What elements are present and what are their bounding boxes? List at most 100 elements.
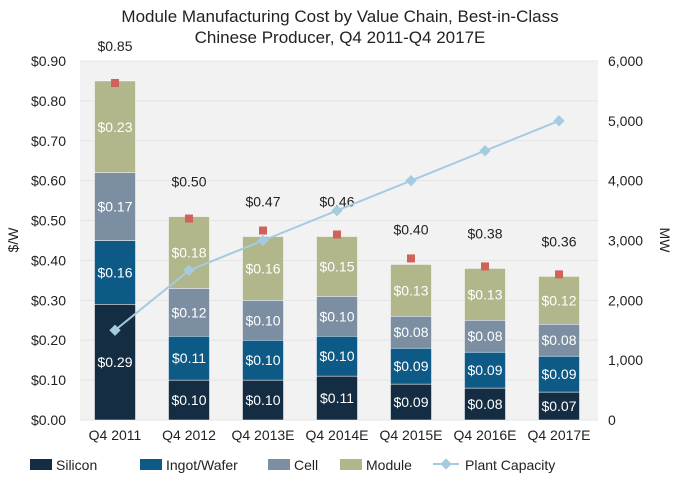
bar-segment-ingot-wafer (168, 335, 210, 381)
data-label: $0.18 (171, 244, 206, 260)
total-label: $0.38 (467, 225, 502, 241)
data-label: $0.15 (319, 258, 354, 274)
y-tick-label: $0.20 (31, 332, 66, 348)
x-tick-label: Q4 2014E (305, 427, 368, 443)
bar-segment-module (464, 268, 506, 321)
y2-tick-label: 5,000 (608, 113, 643, 129)
x-tick-label: Q4 2011 (89, 427, 142, 443)
data-label: $0.13 (467, 286, 502, 302)
bar-segment-ingot-wafer (242, 339, 284, 381)
data-label: $0.09 (393, 358, 428, 374)
bar-segment-ingot-wafer (390, 347, 432, 385)
y-tick-label: $0.40 (31, 252, 66, 268)
chart-title: Module Manufacturing Cost by Value Chain… (121, 7, 558, 26)
x-tick-label: Q4 2017E (527, 427, 590, 443)
plant-capacity-point (257, 234, 269, 247)
legend-label: Cell (294, 457, 318, 473)
y-tick-label: $0.60 (31, 173, 66, 189)
x-tick-label: Q4 2016E (453, 427, 516, 443)
plant-capacity-point (331, 204, 343, 217)
total-label: $0.40 (393, 221, 428, 237)
bar-segment-silicon (168, 379, 210, 421)
bar-segment-module (538, 276, 580, 325)
legend-label: Module (366, 457, 412, 473)
y2-tick-label: 1,000 (608, 352, 643, 368)
data-label: $0.11 (320, 390, 354, 406)
y2-tick-label: 0 (608, 412, 616, 428)
data-label: $0.16 (97, 264, 132, 280)
plant-capacity-point (405, 175, 417, 187)
bar-segment-module (316, 236, 358, 297)
data-label: $0.29 (97, 354, 132, 370)
data-label: $0.10 (319, 348, 354, 364)
y2-tick-label: 6,000 (608, 53, 643, 69)
total-label: $0.85 (97, 38, 132, 54)
data-label: $0.07 (541, 398, 576, 414)
y2-tick-label: 3,000 (608, 233, 643, 249)
bar-segment-cell (390, 316, 432, 349)
data-label: $0.13 (393, 282, 428, 298)
total-marker (555, 270, 563, 279)
total-marker (481, 262, 489, 271)
data-label: $0.11 (172, 350, 206, 366)
y-tick-label: $0.10 (31, 372, 66, 388)
bar-segment-ingot-wafer (538, 355, 580, 393)
legend-label: Silicon (56, 457, 97, 473)
bar-segment-silicon (316, 375, 358, 421)
total-label: $0.47 (245, 194, 280, 210)
data-label: $0.23 (97, 119, 132, 135)
data-label: $0.10 (245, 312, 280, 328)
x-tick-label: Q4 2013E (231, 427, 294, 443)
y2-tick-label: 2,000 (608, 292, 643, 308)
data-label: $0.09 (393, 394, 428, 410)
total-marker (259, 226, 267, 235)
y-tick-label: $0.50 (31, 213, 66, 229)
bar-segment-cell (538, 324, 580, 357)
y-tick-label: $0.70 (31, 133, 66, 149)
data-label: $0.12 (541, 292, 576, 308)
y-tick-label: $0.00 (31, 412, 66, 428)
bar-segment-cell (316, 296, 358, 337)
bar-segment-silicon (390, 383, 432, 421)
bar-segment-module (242, 236, 284, 301)
total-marker (407, 254, 415, 263)
y2-axis-label: MW (657, 228, 673, 254)
bar-segment-silicon (242, 379, 284, 421)
data-label: $0.10 (319, 308, 354, 324)
bar-segment-silicon (464, 387, 506, 421)
data-label: $0.08 (541, 332, 576, 348)
data-label: $0.08 (467, 328, 502, 344)
y-tick-label: $0.80 (31, 93, 66, 109)
bar-segment-cell (168, 288, 210, 337)
legend-swatch (340, 459, 362, 470)
y-tick-label: $0.30 (31, 292, 66, 308)
total-label: $0.36 (541, 233, 576, 249)
x-tick-label: Q4 2015E (379, 427, 442, 443)
data-label: $0.17 (97, 199, 132, 215)
data-label: $0.08 (393, 324, 428, 340)
bar-segment-module (390, 264, 432, 317)
data-label: $0.09 (541, 366, 576, 382)
bar-segment-ingot-wafer (94, 240, 136, 305)
data-label: $0.16 (245, 260, 280, 276)
legend-swatch (30, 459, 52, 470)
bar-segment-ingot-wafer (316, 335, 358, 377)
bar-segment-cell (464, 320, 506, 353)
data-label: $0.08 (467, 396, 502, 412)
plant-capacity-point (183, 264, 195, 277)
y2-tick-label: 4,000 (608, 173, 643, 189)
total-label: $0.50 (171, 174, 206, 190)
plant-capacity-point (479, 145, 491, 157)
total-marker (333, 230, 341, 239)
total-marker (111, 78, 119, 87)
bar-segment-silicon (94, 304, 136, 421)
legend-swatch (268, 459, 290, 470)
y-tick-label: $0.90 (31, 53, 66, 69)
data-label: $0.10 (245, 352, 280, 368)
data-label: $0.10 (245, 392, 280, 408)
legend-label: Ingot/Wafer (166, 457, 238, 473)
bar-segment-module (94, 80, 136, 173)
data-label: $0.09 (467, 362, 502, 378)
